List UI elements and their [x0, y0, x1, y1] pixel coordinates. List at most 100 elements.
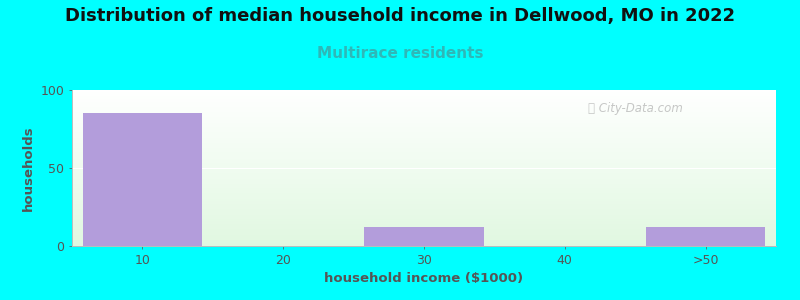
- Bar: [72, 116, 776, 118]
- Bar: [72, 238, 776, 240]
- Bar: [72, 101, 776, 103]
- Bar: [72, 198, 776, 199]
- Bar: [72, 227, 776, 229]
- Bar: [72, 149, 776, 151]
- Bar: [72, 159, 776, 160]
- Bar: [72, 135, 776, 137]
- Bar: [72, 123, 776, 124]
- Bar: [72, 177, 776, 179]
- Bar: [72, 223, 776, 224]
- Bar: [72, 188, 776, 190]
- Bar: [72, 155, 776, 157]
- Bar: [72, 224, 776, 226]
- Bar: [72, 243, 776, 244]
- Bar: [72, 226, 776, 227]
- Bar: [72, 184, 776, 185]
- Bar: [72, 143, 776, 145]
- Bar: [72, 194, 776, 196]
- Bar: [72, 221, 776, 223]
- Bar: [72, 115, 776, 116]
- Bar: [72, 196, 776, 198]
- Bar: [72, 92, 776, 93]
- Bar: [72, 201, 776, 202]
- Bar: [72, 110, 776, 112]
- Bar: [72, 96, 776, 98]
- Bar: [72, 165, 776, 166]
- Bar: [72, 107, 776, 109]
- Bar: [72, 148, 776, 149]
- Bar: [72, 112, 776, 113]
- Bar: [72, 213, 776, 215]
- Bar: [72, 130, 776, 132]
- Bar: [72, 132, 776, 134]
- Bar: [72, 134, 776, 135]
- Bar: [72, 193, 776, 194]
- Bar: [72, 190, 776, 191]
- Bar: [72, 154, 776, 155]
- Bar: [72, 160, 776, 162]
- Bar: [72, 126, 776, 128]
- Bar: [72, 124, 776, 126]
- Bar: [72, 137, 776, 138]
- Bar: [72, 210, 776, 212]
- Bar: [72, 176, 776, 177]
- Bar: [72, 109, 776, 110]
- Bar: [72, 204, 776, 206]
- Bar: [72, 233, 776, 235]
- Bar: [72, 191, 776, 193]
- Bar: [72, 98, 776, 99]
- Bar: [72, 229, 776, 230]
- Bar: [72, 104, 776, 106]
- Bar: [72, 151, 776, 152]
- Bar: [72, 206, 776, 207]
- Bar: [72, 179, 776, 181]
- Bar: [364, 227, 484, 246]
- Text: Distribution of median household income in Dellwood, MO in 2022: Distribution of median household income …: [65, 8, 735, 26]
- Bar: [72, 118, 776, 120]
- Bar: [72, 140, 776, 142]
- Bar: [646, 227, 766, 246]
- Bar: [72, 162, 776, 163]
- Bar: [72, 207, 776, 208]
- X-axis label: household income ($1000): household income ($1000): [325, 272, 523, 285]
- Bar: [72, 103, 776, 104]
- Bar: [72, 185, 776, 187]
- Bar: [72, 187, 776, 188]
- Bar: [72, 173, 776, 174]
- Bar: [72, 152, 776, 154]
- Bar: [72, 168, 776, 170]
- Bar: [72, 113, 776, 115]
- Bar: [72, 138, 776, 140]
- Bar: [72, 235, 776, 237]
- Bar: [72, 128, 776, 129]
- Bar: [72, 163, 776, 165]
- Bar: [72, 240, 776, 241]
- Bar: [72, 216, 776, 218]
- Bar: [72, 220, 776, 221]
- Bar: [72, 181, 776, 182]
- Bar: [72, 208, 776, 210]
- Bar: [72, 237, 776, 238]
- Bar: [72, 93, 776, 95]
- Text: Multirace residents: Multirace residents: [317, 46, 483, 62]
- Bar: [72, 212, 776, 213]
- Bar: [72, 167, 776, 168]
- Bar: [72, 99, 776, 101]
- Bar: [72, 146, 776, 148]
- Bar: [72, 157, 776, 159]
- Bar: [72, 230, 776, 232]
- Bar: [72, 215, 776, 216]
- Bar: [72, 121, 776, 123]
- Bar: [72, 199, 776, 201]
- Text: Ⓢ City-Data.com: Ⓢ City-Data.com: [588, 102, 682, 115]
- Bar: [72, 129, 776, 130]
- Bar: [82, 113, 202, 246]
- Bar: [72, 241, 776, 243]
- Bar: [72, 90, 776, 92]
- Y-axis label: households: households: [22, 125, 35, 211]
- Bar: [72, 169, 776, 171]
- Bar: [72, 120, 776, 121]
- Bar: [72, 244, 776, 246]
- Bar: [72, 171, 776, 173]
- Bar: [72, 95, 776, 96]
